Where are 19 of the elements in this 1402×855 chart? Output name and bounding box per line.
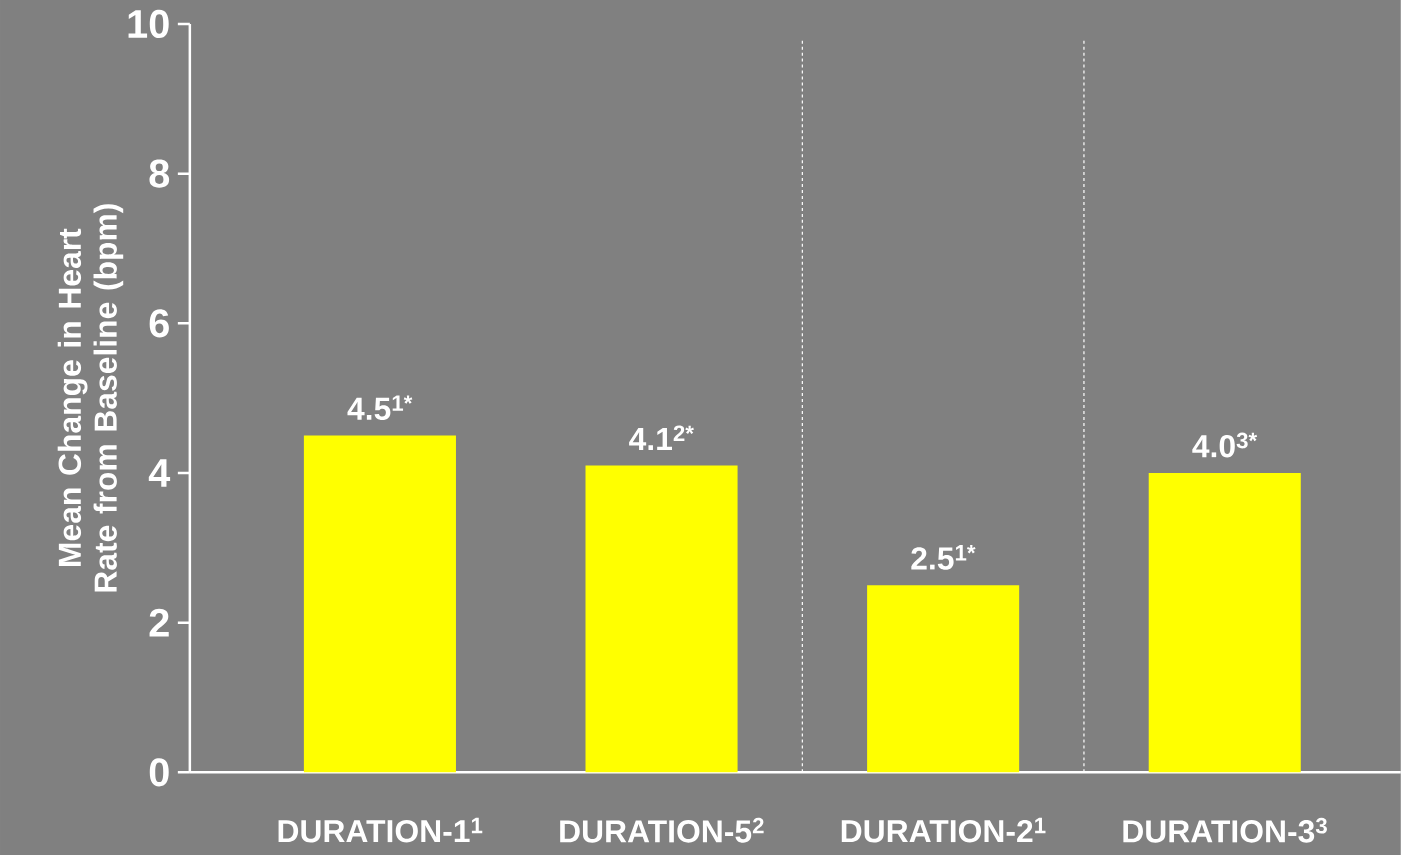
y-tick-label: 4: [148, 459, 171, 487]
y-tick-label: 8: [149, 159, 170, 188]
bar: [867, 585, 1020, 773]
x-tick-label: DURATION-1$^{1}$: [278, 817, 483, 843]
x-tick-label: DURATION-3$^{3}$: [1123, 817, 1327, 843]
bar: [585, 465, 738, 773]
x-tick-label: DURATION-5$^{2}$: [560, 817, 764, 843]
y-tick-label: 6: [149, 309, 169, 338]
y-axis-title: Mean Change in Heart Rate from Baseline (bpm): [57, 204, 124, 592]
data-label: 4.1$^{2*}$: [629, 425, 694, 450]
data-label: 4.5$^{1*}$: [347, 395, 413, 420]
x-tick-label: DURATION-2$^{1}$: [841, 817, 1046, 843]
bar: [1148, 472, 1301, 773]
data-label: 4.0$^{3*}$: [1192, 432, 1258, 458]
data-label: 2.5$^{1*}$: [911, 544, 976, 570]
y-tick-label: 0: [149, 758, 169, 787]
y-tick-label: 10: [128, 9, 169, 38]
y-tick-label: 2: [149, 608, 169, 637]
bar: [303, 435, 456, 773]
